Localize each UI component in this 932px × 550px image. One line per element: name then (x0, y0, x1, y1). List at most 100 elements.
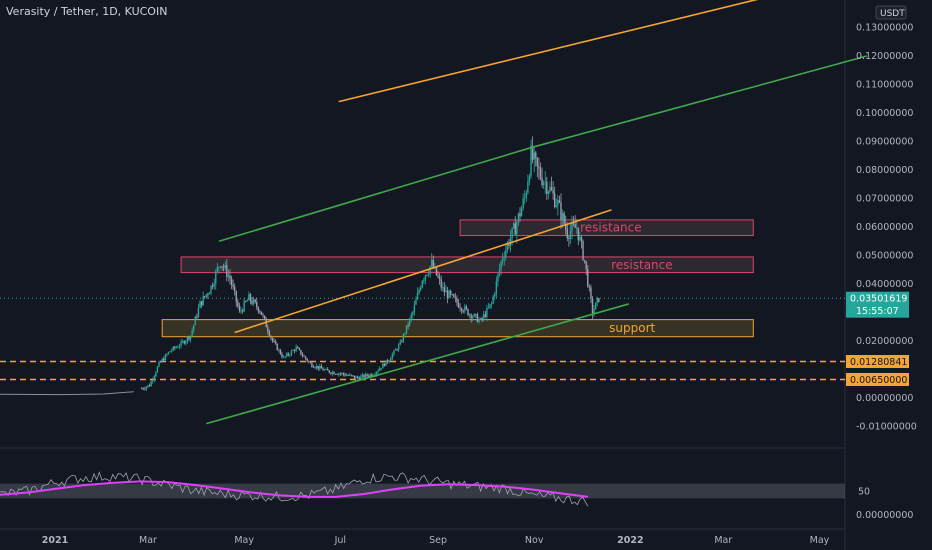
candle-body (470, 314, 472, 319)
candle-body (479, 318, 482, 320)
candle-body (161, 358, 163, 362)
candle-body (356, 376, 359, 379)
candle-body (489, 304, 491, 308)
candle-body (517, 213, 520, 223)
price-pre-breakout (0, 391, 134, 396)
candle-body (353, 375, 356, 379)
candle-body (451, 294, 453, 296)
candle-body (569, 231, 572, 239)
candle-body (216, 267, 219, 272)
candle-body (535, 152, 537, 158)
candle-body (211, 285, 214, 287)
candle-body (508, 243, 510, 246)
trendline-green-0[interactable] (218, 146, 533, 243)
candle-body (243, 301, 245, 312)
candle-body (268, 331, 271, 336)
candle-body (501, 258, 504, 262)
price-tick-label: 0.05000000 (856, 251, 913, 262)
candle-body (342, 373, 345, 375)
candle-body (576, 227, 578, 229)
price-tick-label: 0.07000000 (856, 194, 913, 205)
candle-body (531, 145, 534, 160)
candle-body (235, 290, 237, 302)
candle-body (338, 373, 340, 375)
candle-body (553, 193, 556, 207)
trendline-green-2[interactable] (206, 303, 629, 425)
trendline-orange-4[interactable] (234, 209, 612, 334)
candle-body (546, 181, 548, 194)
candle-body (185, 341, 187, 344)
candle-body (382, 363, 384, 369)
candle-body (276, 343, 278, 351)
candle-body (421, 281, 423, 288)
candle-body (588, 286, 591, 288)
candle-body (147, 385, 149, 387)
candle-body (174, 346, 176, 348)
candle-body (289, 354, 291, 356)
candle-body (405, 325, 408, 334)
level-badge-0 (846, 354, 909, 368)
candle-body (448, 290, 450, 298)
candle-body (246, 300, 249, 302)
candle-body (558, 200, 561, 203)
candle-body (505, 249, 507, 258)
candle-body (191, 330, 193, 336)
level-badge-label-0: 0.01280841 (850, 357, 907, 368)
candle-body (360, 376, 362, 380)
candle-body (572, 223, 575, 225)
candle-body (429, 266, 431, 274)
candle-body (249, 294, 252, 301)
candle-body (177, 347, 179, 348)
candle-body (464, 306, 466, 312)
candle-body (404, 333, 406, 335)
candle-body (306, 358, 308, 362)
candle-body (215, 271, 217, 284)
trendline-orange-5[interactable] (338, 0, 771, 103)
candle-body (308, 361, 310, 362)
candle-body (282, 356, 285, 358)
candle-body (293, 350, 296, 351)
candle-body (263, 315, 266, 319)
price-tick-label: 0.00000000 (856, 393, 913, 404)
candle-body (237, 301, 239, 307)
candle-body (284, 356, 286, 358)
candle-body (407, 325, 409, 327)
candle-body (453, 294, 455, 298)
candle-body (442, 287, 444, 289)
candle-body (241, 310, 244, 312)
candle-body (218, 267, 220, 268)
candle-body (427, 273, 430, 275)
candle-body (591, 298, 594, 315)
trendline-green-1[interactable] (532, 55, 867, 148)
candle-body (390, 358, 392, 361)
candle-body (156, 366, 159, 373)
candle-body (279, 349, 282, 355)
candle-body (416, 292, 419, 300)
candle-body (189, 335, 192, 340)
candle-body (492, 296, 494, 304)
candle-body (361, 374, 364, 377)
candle-body (394, 349, 397, 351)
candle-body (552, 190, 554, 194)
candle-body (512, 223, 515, 228)
candle-body (183, 341, 185, 344)
candle-body (538, 166, 540, 169)
candle-body (150, 381, 152, 387)
time-tick-label: Mar (714, 535, 732, 546)
candle-body (402, 334, 405, 342)
candle-body (585, 261, 587, 270)
candle-body (486, 307, 488, 317)
candle-body (574, 224, 576, 228)
candle-body (339, 373, 342, 375)
candle-body (292, 350, 294, 351)
candle-body (256, 301, 258, 308)
currency-label: USDT (880, 9, 905, 19)
candle-body (478, 319, 480, 322)
price-tick-label: -0.01000000 (856, 422, 917, 433)
candle-body (490, 303, 493, 305)
candle-body (323, 369, 326, 371)
candle-body (259, 311, 261, 313)
candle-body (311, 363, 313, 367)
time-tick-label: Sep (429, 535, 447, 546)
